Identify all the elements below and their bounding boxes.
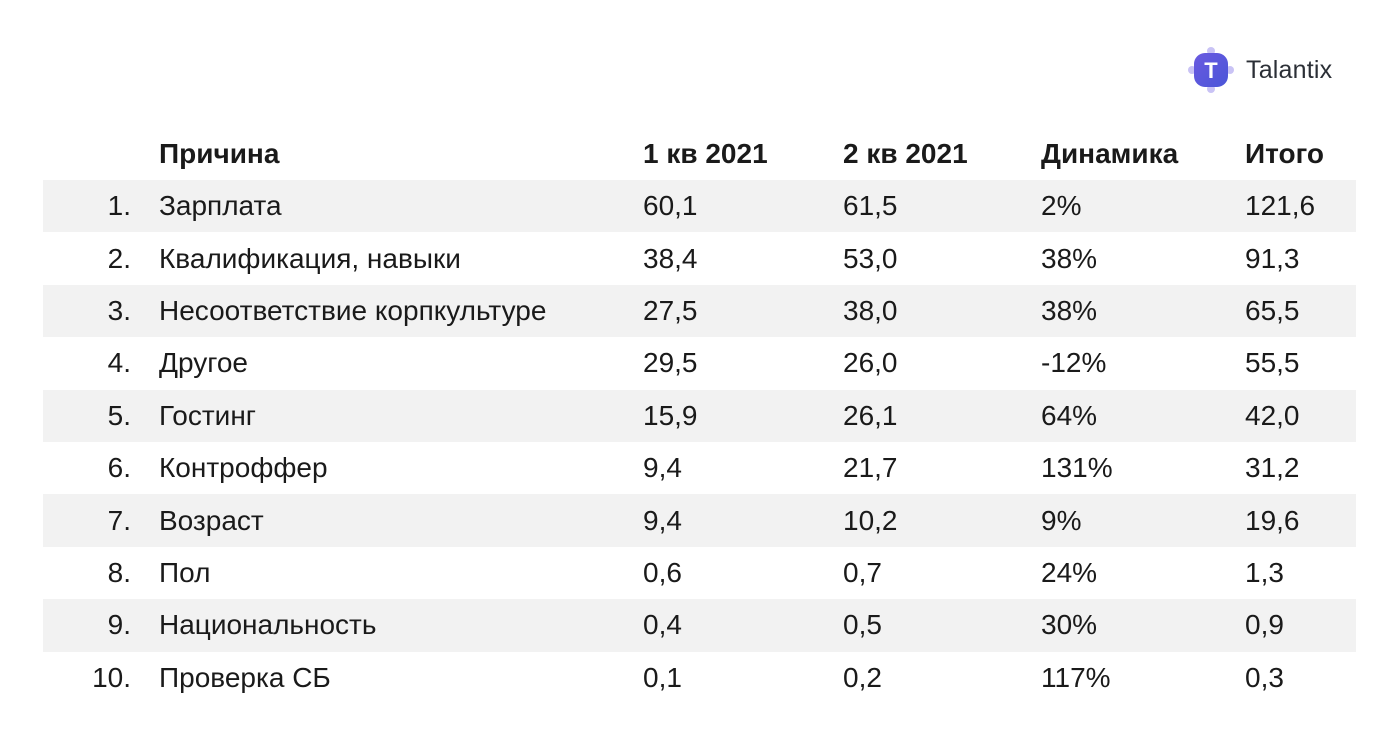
- header-dynamics: Динамика: [1041, 138, 1179, 169]
- row-q1: 38,4: [643, 242, 698, 274]
- row-total: 31,2: [1245, 452, 1300, 484]
- row-number: 6.: [107, 452, 131, 484]
- table-row: 6. Контроффер 9,4 21,7 131% 31,2: [43, 442, 1356, 494]
- row-total: 42,0: [1245, 399, 1300, 431]
- row-reason: Контроффер: [159, 452, 328, 484]
- row-number: 1.: [107, 190, 131, 222]
- table-header-row: Причина 1 кв 2021 2 кв 2021 Динамика Ито…: [43, 128, 1356, 180]
- row-q2: 26,1: [843, 399, 898, 431]
- row-number: 3.: [107, 294, 131, 326]
- row-q2: 21,7: [843, 452, 898, 484]
- row-dynamics: 131%: [1041, 452, 1113, 484]
- row-total: 121,6: [1245, 190, 1316, 222]
- logo-letter: T: [1204, 58, 1218, 83]
- row-reason: Проверка СБ: [159, 661, 331, 693]
- row-q1: 15,9: [643, 399, 698, 431]
- row-q1: 0,1: [643, 661, 682, 693]
- row-dynamics: -12%: [1041, 347, 1107, 379]
- row-reason: Несоответствие корпкультуре: [159, 294, 547, 326]
- row-dynamics: 38%: [1041, 242, 1098, 274]
- row-reason: Квалификация, навыки: [159, 242, 461, 274]
- logo-name: Talantix: [1246, 55, 1333, 84]
- table-row: 3. Несоответствие корпкультуре 27,5 38,0…: [43, 284, 1356, 338]
- row-dynamics: 38%: [1041, 294, 1098, 326]
- row-reason: Пол: [159, 556, 211, 588]
- row-q2: 0,2: [843, 661, 882, 693]
- header-q2: 2 кв 2021: [843, 138, 968, 169]
- row-q2: 0,7: [843, 556, 882, 588]
- talantix-logo-icon: T: [1188, 47, 1234, 93]
- table-row: 2. Квалификация, навыки 38,4 53,0 38% 91…: [43, 232, 1356, 284]
- row-number: 7.: [107, 504, 131, 536]
- row-q2: 10,2: [843, 504, 898, 536]
- row-q2: 0,5: [843, 609, 882, 641]
- row-reason: Возраст: [159, 504, 264, 536]
- row-q1: 27,5: [643, 294, 698, 326]
- row-number: 10.: [92, 661, 131, 693]
- header-total: Итого: [1245, 138, 1324, 169]
- header-q1: 1 кв 2021: [643, 138, 768, 169]
- row-q2: 38,0: [843, 294, 898, 326]
- table-row: 5. Гостинг 15,9 26,1 64% 42,0: [43, 389, 1356, 442]
- reasons-table: Причина 1 кв 2021 2 кв 2021 Динамика Ито…: [43, 128, 1356, 704]
- table-row: 9. Национальность 0,4 0,5 30% 0,9: [43, 599, 1356, 652]
- row-reason: Национальность: [159, 609, 377, 641]
- row-number: 5.: [107, 399, 131, 431]
- row-q1: 9,4: [643, 452, 682, 484]
- row-total: 0,3: [1245, 661, 1284, 693]
- row-dynamics: 30%: [1041, 609, 1098, 641]
- row-total: 19,6: [1245, 504, 1300, 536]
- row-total: 0,9: [1245, 609, 1284, 641]
- row-q2: 53,0: [843, 242, 898, 274]
- row-q1: 9,4: [643, 504, 682, 536]
- table-row: 10. Проверка СБ 0,1 0,2 117% 0,3: [43, 652, 1356, 704]
- header-reason: Причина: [159, 138, 280, 169]
- row-number: 4.: [107, 347, 131, 379]
- table-row: 7. Возраст 9,4 10,2 9% 19,6: [43, 494, 1356, 547]
- row-total: 55,5: [1245, 347, 1300, 379]
- row-q1: 60,1: [643, 190, 698, 222]
- row-dynamics: 117%: [1041, 661, 1111, 693]
- row-dynamics: 24%: [1041, 556, 1098, 588]
- row-total: 91,3: [1245, 242, 1300, 274]
- row-total: 1,3: [1245, 556, 1284, 588]
- row-reason: Гостинг: [159, 399, 257, 431]
- row-q2: 26,0: [843, 347, 898, 379]
- row-number: 8.: [107, 556, 131, 588]
- row-q1: 29,5: [643, 347, 698, 379]
- talantix-logo: T Talantix: [1188, 42, 1332, 98]
- table-row: 1. Зарплата 60,1 61,5 2% 121,6: [43, 180, 1356, 233]
- table-row: 8. Пол 0,6 0,7 24% 1,3: [43, 547, 1356, 599]
- row-q1: 0,4: [643, 609, 682, 641]
- row-total: 65,5: [1245, 294, 1300, 326]
- row-q2: 61,5: [843, 190, 898, 222]
- row-q1: 0,6: [643, 556, 682, 588]
- row-number: 9.: [107, 609, 131, 641]
- row-dynamics: 9%: [1041, 504, 1082, 536]
- table-row: 4. Другое 29,5 26,0 -12% 55,5: [43, 337, 1356, 389]
- row-dynamics: 2%: [1041, 190, 1082, 222]
- row-number: 2.: [107, 242, 131, 274]
- row-reason: Другое: [159, 347, 248, 379]
- row-dynamics: 64%: [1041, 399, 1098, 431]
- row-reason: Зарплата: [159, 190, 282, 222]
